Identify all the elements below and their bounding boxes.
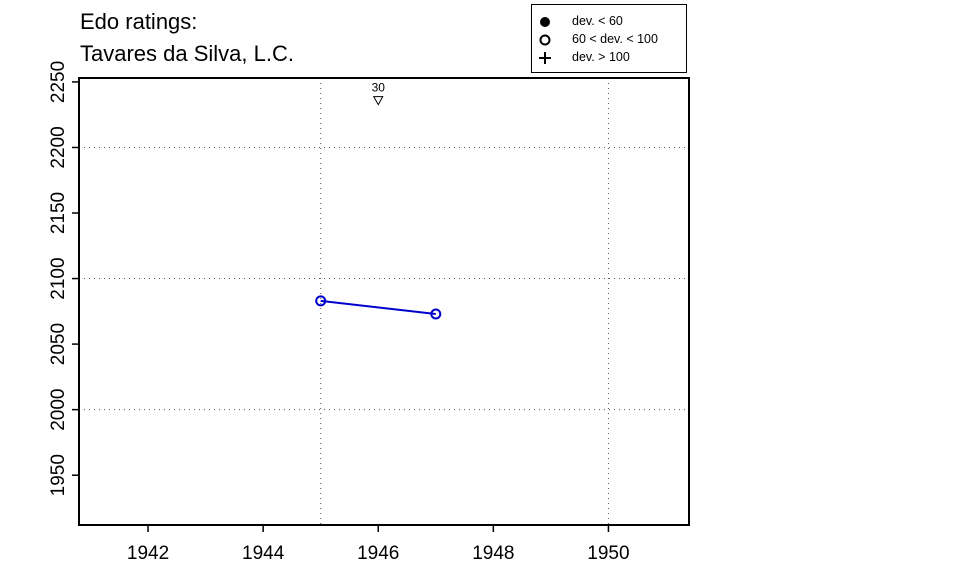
filled-circle-icon — [540, 17, 550, 27]
y-tick-label: 2050 — [48, 323, 69, 365]
x-tick-label: 1946 — [357, 543, 399, 564]
chart-title-line-2: Tavares da Silva, L.C. — [80, 41, 294, 66]
y-tick-label: 1950 — [48, 454, 69, 496]
data-point — [430, 308, 442, 320]
plot-frame — [78, 77, 690, 526]
legend: dev. < 60 60 < dev. < 100 dev. > 100 — [531, 4, 687, 73]
y-tick-label: 2250 — [48, 61, 69, 103]
y-tick-label: 2100 — [48, 257, 69, 299]
down-triangle-icon — [372, 96, 384, 106]
legend-item-dev-60-to-100: 60 < dev. < 100 — [532, 31, 686, 49]
legend-label: dev. < 60 — [572, 14, 623, 28]
legend-item-dev-over-100: dev. > 100 — [532, 49, 686, 67]
x-tick-label: 1944 — [242, 543, 285, 564]
y-tick-label: 2150 — [48, 192, 69, 234]
y-tick-label: 2200 — [48, 126, 69, 168]
annotation-label: 30 — [372, 81, 386, 95]
legend-item-dev-under-60: dev. < 60 — [532, 13, 686, 31]
data-point — [315, 295, 327, 307]
legend-label: 60 < dev. < 100 — [572, 32, 658, 46]
plus-icon — [539, 52, 551, 64]
legend-label: dev. > 100 — [572, 50, 630, 64]
x-tick-label: 1942 — [127, 543, 169, 564]
series-line — [320, 299, 436, 315]
chart-title-line-1: Edo ratings: — [80, 9, 198, 34]
open-circle-icon — [539, 34, 551, 46]
x-tick-label: 1948 — [472, 543, 514, 564]
y-tick-label: 2000 — [48, 389, 69, 431]
x-tick-label: 1950 — [587, 543, 629, 564]
